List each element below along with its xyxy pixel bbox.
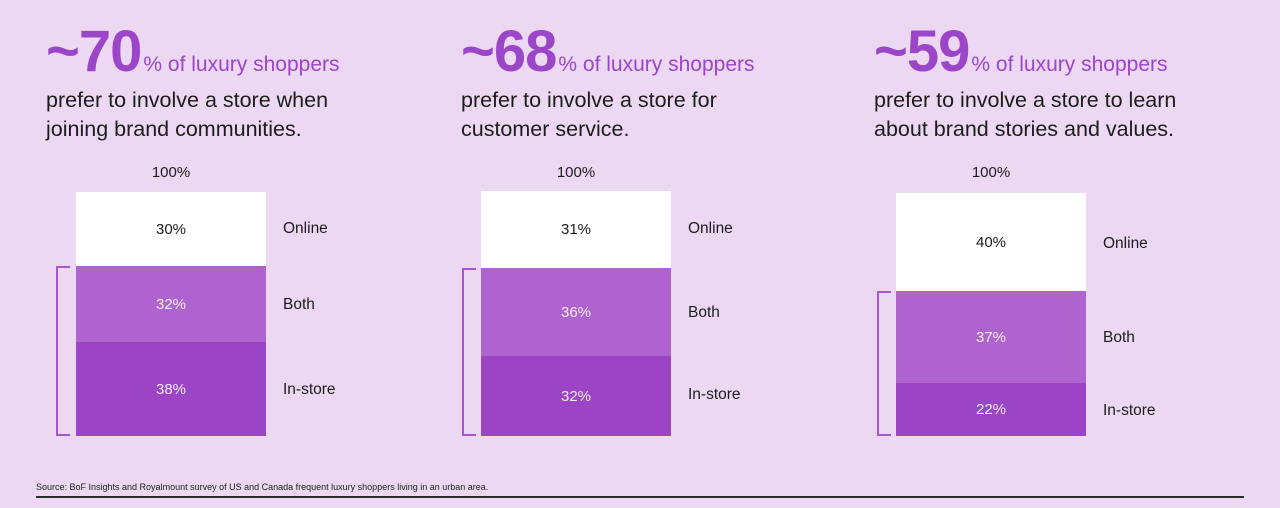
legend-label-both: Both xyxy=(1103,329,1135,346)
segment-online: 31% xyxy=(481,191,671,268)
legend-label-instore: In-store xyxy=(688,386,741,403)
stacked-bar: 30% 32% 38% xyxy=(76,192,266,436)
segment-value: 22% xyxy=(975,401,1007,418)
stat-suffix: % of luxury shoppers xyxy=(971,53,1168,76)
total-label: 100% xyxy=(556,164,596,181)
segment-instore: 22% xyxy=(896,383,1086,436)
legend-label-online: Online xyxy=(1103,235,1148,252)
headline-stat: ~59% of luxury shoppers xyxy=(874,18,1168,85)
segment-value: 32% xyxy=(155,295,187,313)
legend-label-instore: In-store xyxy=(283,381,336,398)
chart-panel-customer-service: ~68% of luxury shoppers prefer to involv… xyxy=(461,0,861,460)
headline-stat: ~70% of luxury shoppers xyxy=(46,18,340,85)
segment-online: 30% xyxy=(76,192,266,266)
in-store-bracket xyxy=(56,266,70,436)
legend-label-online: Online xyxy=(283,220,328,237)
source-note: Source: BoF Insights and Royalmount surv… xyxy=(36,482,489,492)
segment-value: 31% xyxy=(560,221,592,238)
headline-stat: ~68% of luxury shoppers xyxy=(461,18,755,85)
chart-panel-communities: ~70% of luxury shoppers prefer to involv… xyxy=(46,0,446,460)
stacked-bar: 40% 37% 22% xyxy=(896,193,1086,436)
segment-both: 36% xyxy=(481,268,671,356)
segment-value: 38% xyxy=(155,380,187,398)
segment-both: 37% xyxy=(896,291,1086,383)
legend-label-both: Both xyxy=(283,296,315,313)
stat-description: prefer to involve a store to learn about… xyxy=(874,88,1177,141)
legend-label-both: Both xyxy=(688,304,720,321)
segment-online: 40% xyxy=(896,193,1086,291)
total-label: 100% xyxy=(971,164,1011,181)
stat-description: prefer to involve a store for customer s… xyxy=(461,88,717,141)
segment-value: 32% xyxy=(560,387,592,405)
segment-value: 37% xyxy=(975,328,1007,346)
segment-value: 40% xyxy=(975,233,1007,251)
segment-value: 30% xyxy=(155,220,187,238)
stacked-bar: 31% 36% 32% xyxy=(481,191,671,436)
stat-suffix: % of luxury shoppers xyxy=(143,53,340,76)
stat-value: ~59 xyxy=(874,19,970,84)
segment-instore: 32% xyxy=(481,356,671,436)
total-label: 100% xyxy=(151,164,191,181)
stat-description: prefer to involve a store when joining b… xyxy=(46,88,329,141)
stat-suffix: % of luxury shoppers xyxy=(558,53,755,76)
footer-divider xyxy=(36,496,1244,498)
legend-label-instore: In-store xyxy=(1103,402,1156,419)
in-store-bracket xyxy=(462,268,476,436)
stat-value: ~68 xyxy=(461,19,557,84)
stat-value: ~70 xyxy=(46,19,142,84)
chart-panel-brand-stories: ~59% of luxury shoppers prefer to involv… xyxy=(874,0,1274,460)
segment-both: 32% xyxy=(76,266,266,342)
in-store-bracket xyxy=(877,291,891,436)
segment-value: 36% xyxy=(560,303,592,321)
segment-instore: 38% xyxy=(76,342,266,436)
legend-label-online: Online xyxy=(688,220,733,237)
